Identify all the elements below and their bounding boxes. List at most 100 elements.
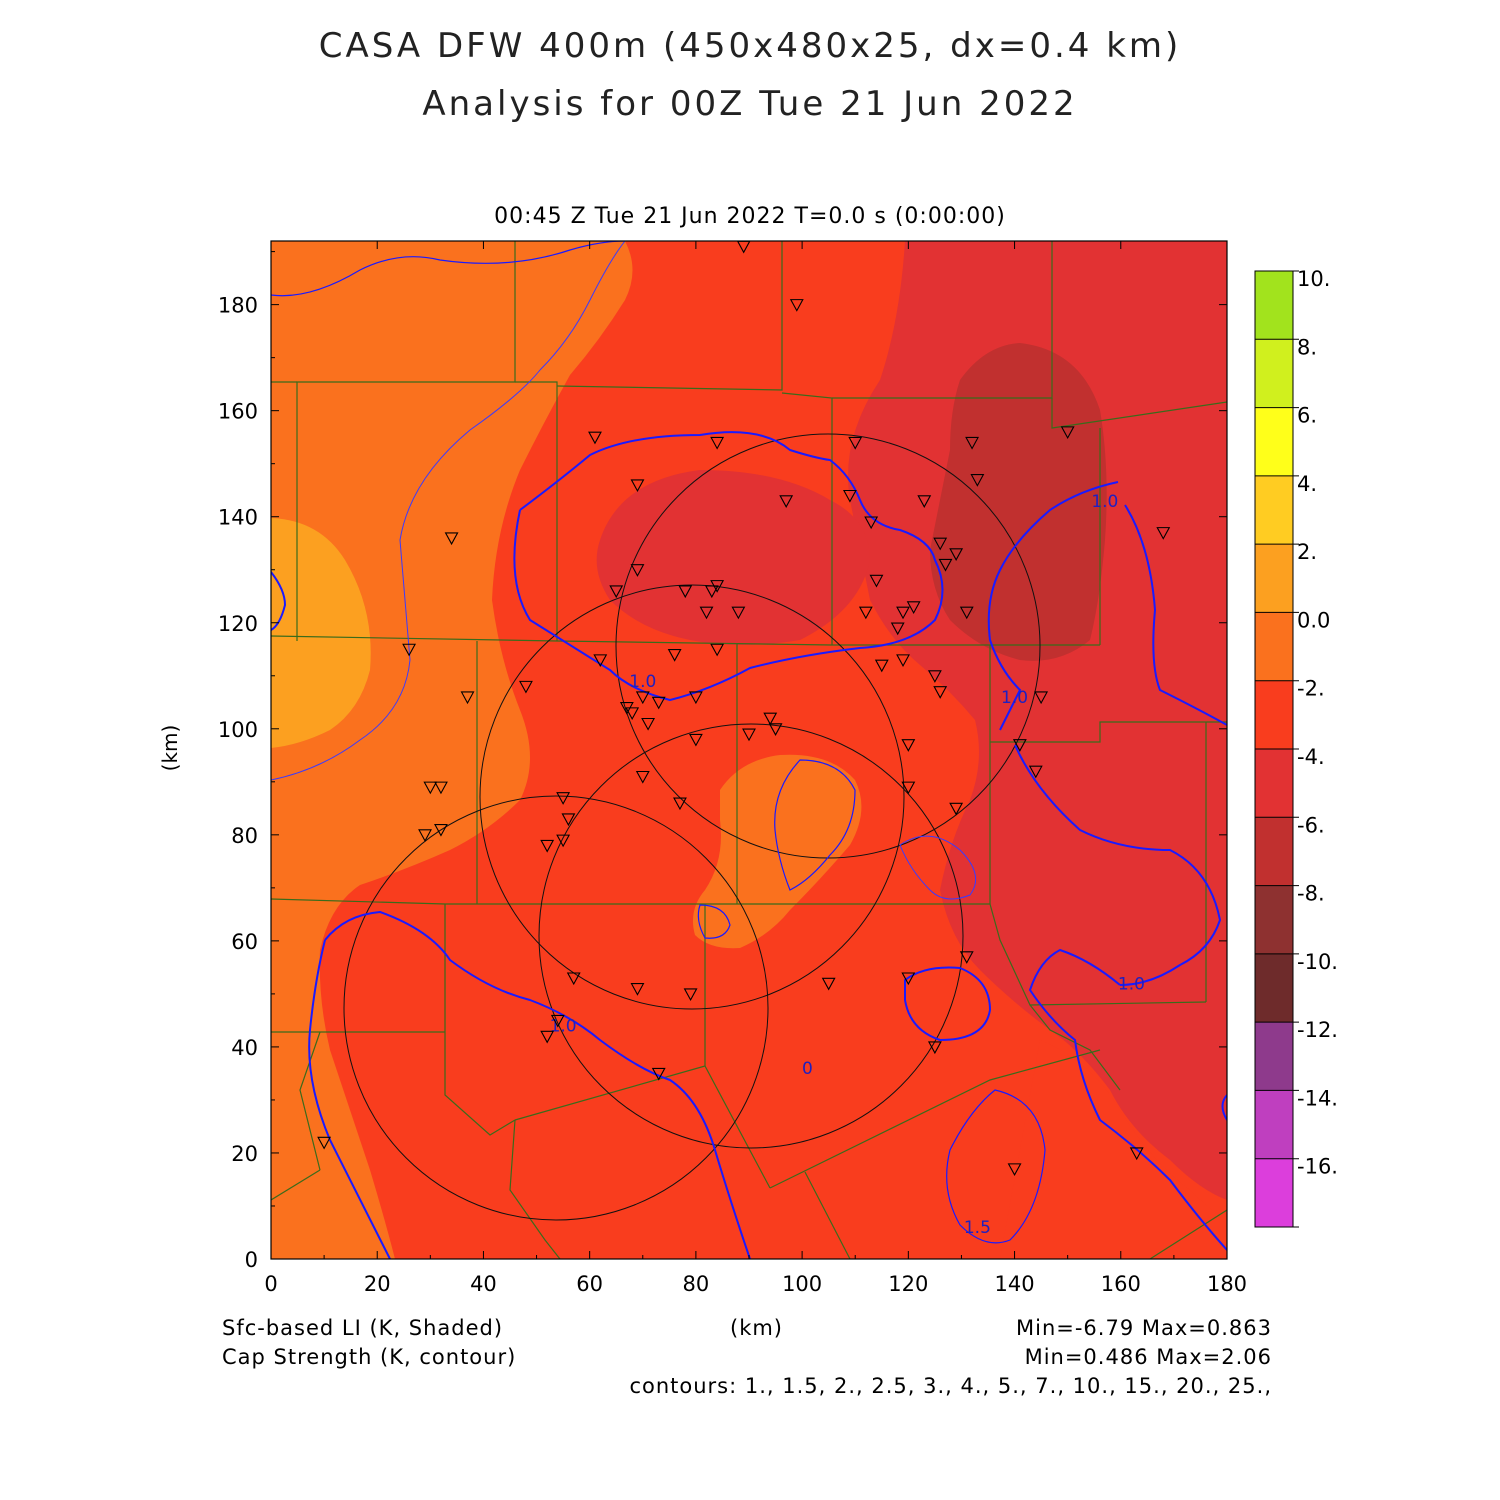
- station-marker: [949, 802, 964, 816]
- station-marker: [965, 436, 979, 450]
- station-marker: [317, 1136, 332, 1150]
- station-marker: [970, 474, 985, 487]
- cap-contour-1-nw: [271, 241, 626, 297]
- analysis-time-title: Analysis for 00Z Tue 21 Jun 2022: [422, 84, 1078, 124]
- colorbar-label: -14.: [1297, 1086, 1338, 1110]
- colorbar-label: 6.: [1297, 404, 1317, 428]
- station-marker: [763, 712, 778, 726]
- contour-label: 1.0: [629, 672, 656, 692]
- li-band-minus6-minus8: [930, 343, 1107, 661]
- colorbar-swatch: [1255, 817, 1293, 886]
- li-field-label: Sfc-based LI (K, Shaded): [222, 1316, 504, 1340]
- station-marker: [704, 585, 719, 599]
- colorbar-swatch: [1255, 1022, 1293, 1091]
- station-marker: [896, 606, 910, 620]
- station-marker: [630, 983, 645, 996]
- station-marker: [927, 1041, 942, 1055]
- station-marker: [556, 834, 571, 848]
- cap-contour-1-sw: [308, 939, 391, 1259]
- station-marker: [890, 622, 905, 636]
- station-marker: [1129, 1147, 1144, 1161]
- colorbar-swatch: [1255, 885, 1293, 954]
- station-marker: [959, 606, 974, 620]
- station-marker: [901, 739, 916, 752]
- station-marker: [731, 606, 746, 620]
- x-tick-label: 140: [995, 1272, 1035, 1296]
- li-minmax: Min=-6.79 Max=0.863: [1016, 1316, 1272, 1340]
- station-marker: [869, 574, 884, 588]
- station-marker: [901, 972, 916, 986]
- station-marker: [651, 696, 666, 710]
- station-marker: [710, 580, 725, 593]
- cap-contours-thin: [271, 241, 977, 900]
- colorbar-label: 0.0: [1297, 608, 1330, 632]
- colorbar-swatch: [1255, 339, 1293, 408]
- station-marker: [1034, 691, 1049, 705]
- li-band-0-minus2: [271, 241, 633, 1259]
- station-marker: [635, 770, 650, 784]
- x-tick-label: 0: [264, 1272, 277, 1296]
- station-marker: [630, 479, 645, 493]
- station-marker: [688, 691, 703, 705]
- li-band-minus4-minus6-central: [596, 470, 870, 645]
- station-marker: [460, 691, 475, 705]
- station-marker: [821, 977, 836, 991]
- station-marker: [635, 691, 650, 705]
- cap-contour-1-se: [1014, 744, 1222, 986]
- x-tick-label: 160: [1101, 1272, 1141, 1296]
- station-marker: [625, 707, 640, 721]
- station-marker: [848, 436, 863, 450]
- station-marker: [566, 972, 581, 986]
- station-marker: [768, 723, 783, 736]
- station-marker: [683, 988, 698, 1002]
- colorbar-label: -12.: [1297, 1018, 1338, 1042]
- cap-contour-1-small: [697, 904, 731, 939]
- contour-label: 1.0: [1001, 688, 1028, 708]
- cap-contour-1-west-small: [271, 571, 287, 631]
- y-tick-label: 60: [231, 930, 258, 954]
- y-tick-label: 100: [218, 718, 258, 742]
- cap-minmax: Min=0.486 Max=2.06: [1024, 1345, 1272, 1369]
- station-marker: [1156, 527, 1171, 540]
- contour-levels: contours: 1., 1.5, 2., 2.5, 3., 4., 5., …: [629, 1374, 1272, 1398]
- colorbar-swatch: [1255, 271, 1293, 340]
- station-marker: [550, 1014, 565, 1028]
- colorbar-swatch: [1255, 407, 1293, 476]
- station-marker: [949, 548, 964, 561]
- contour-labels: 1.0 1.0 1.0 1.0 1.0 1.5 0: [550, 492, 1145, 1238]
- station-marker: [1060, 426, 1075, 440]
- x-axis: 0 20 40 60 80 100 120 140 160 180: [264, 241, 1247, 1296]
- station-marker: [688, 733, 703, 747]
- colorbar-label: -16.: [1297, 1155, 1338, 1179]
- station-marker: [699, 606, 714, 620]
- y-tick-label: 120: [218, 612, 258, 636]
- cap-contour-1-east: [1124, 504, 1227, 726]
- x-tick-label: 20: [364, 1272, 391, 1296]
- station-marker: [1028, 765, 1043, 779]
- x-tick-label: 100: [782, 1272, 822, 1296]
- station-marker: [540, 1030, 555, 1044]
- station-marker: [864, 516, 879, 530]
- li-band-minus4-minus6: [848, 241, 1227, 1200]
- y-tick-label: 40: [231, 1036, 258, 1060]
- y-axis: 0 20 40 60 80 100 120 140 160 180: [218, 251, 1227, 1272]
- station-marker: [519, 680, 533, 694]
- station-marker: [933, 537, 948, 551]
- station-marker: [779, 495, 794, 508]
- contour-label: 1.0: [1118, 974, 1145, 994]
- colorbar-swatch: [1255, 680, 1293, 749]
- valid-time-subtitle: 00:45 Z Tue 21 Jun 2022 T=0.0 s (0:00:00…: [494, 204, 1006, 229]
- cap-contour-1-south: [324, 910, 751, 1259]
- colorbar-label: -6.: [1297, 813, 1325, 837]
- colorbar-label: 4.: [1297, 472, 1317, 496]
- station-marker: [641, 717, 656, 731]
- contour-label: 0: [802, 1059, 813, 1079]
- colorbar-label: -10.: [1297, 950, 1338, 974]
- cap-contour-1-north: [513, 431, 944, 702]
- y-tick-label: 0: [245, 1248, 258, 1272]
- station-marker: [561, 813, 576, 827]
- x-tick-label: 40: [470, 1272, 497, 1296]
- station-marker: [742, 728, 756, 742]
- colorbar-label: -2.: [1297, 677, 1325, 701]
- station-marker: [418, 829, 432, 842]
